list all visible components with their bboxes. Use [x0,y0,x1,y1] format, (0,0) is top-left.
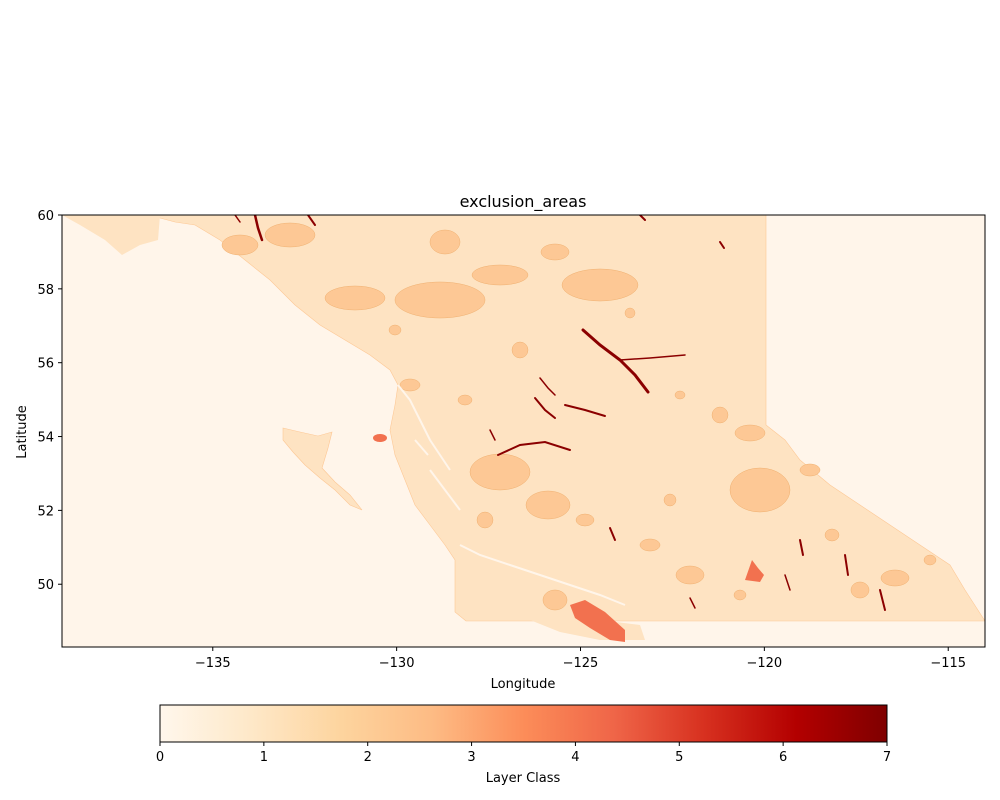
y-axis-ticks: 50 52 54 56 58 60 [37,209,62,593]
colorbar-tick-label: 6 [779,750,787,765]
colorbar-tick-label: 3 [467,750,475,765]
map-frame [61,214,986,648]
colorbar-strip [159,704,888,743]
y-tick-label: 56 [37,357,54,372]
y-tick-label: 52 [37,504,54,519]
colorbar-tick-label: 7 [883,750,891,765]
colorbar-tick-label: 2 [364,750,372,765]
southern-coast-class-1 [466,560,645,640]
colorbar-tick-label: 5 [675,750,683,765]
y-tick-label: 50 [37,578,54,593]
colorbar-ticks: 0 1 2 3 4 5 6 7 [156,742,891,765]
colorbar-tick-label: 1 [260,750,268,765]
y-tick-label: 58 [37,283,54,298]
class-2-patches [221,222,937,611]
y-axis-label: Latitude [15,405,30,459]
map-raster [62,215,985,647]
y-tick-label: 60 [37,209,54,224]
class-7-features [234,215,886,611]
x-tick-label: −135 [195,656,231,671]
x-tick-label: −130 [379,656,415,671]
colorbar-tick-label: 0 [156,750,164,765]
colorbar-label: Layer Class [486,771,561,786]
haida-gwaii-island [282,427,363,511]
colorbar: 0 1 2 3 4 5 6 7 Layer Class [156,704,891,786]
x-axis-ticks: −135 −130 −125 −120 −115 [195,647,966,671]
x-axis-label: Longitude [491,677,556,692]
coastal-inlets [397,384,626,606]
x-tick-label: −115 [930,656,966,671]
province-landmass-class-1 [62,215,985,622]
class-4-patches [373,434,764,642]
colorbar-tick-label: 4 [571,750,579,765]
x-tick-label: −125 [563,656,599,671]
y-tick-label: 54 [37,431,54,446]
x-tick-label: −120 [747,656,783,671]
map-title: exclusion_areas [460,192,587,212]
northwest-strip-class-1 [62,215,160,255]
map-axes: −135 −130 −125 −120 −115 50 52 54 56 58 60 Longit… [15,209,986,692]
